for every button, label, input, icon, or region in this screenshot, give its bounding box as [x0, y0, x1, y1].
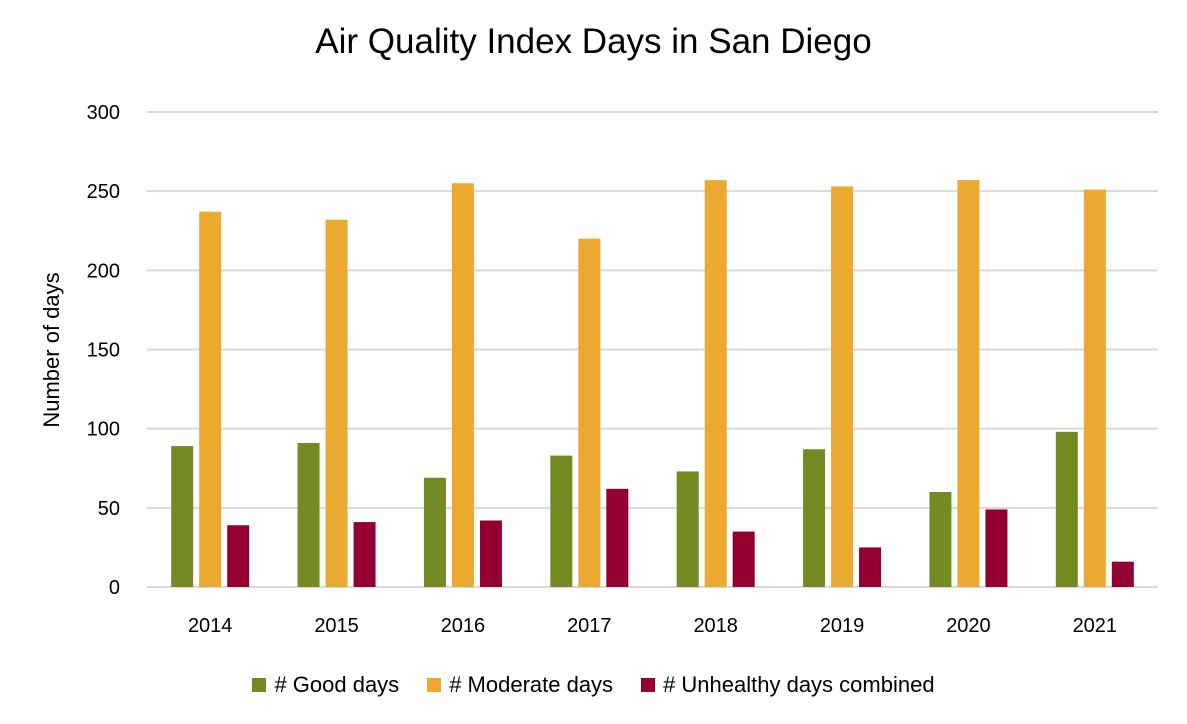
bar-2019-2 — [859, 547, 882, 587]
bar-2021-1 — [1083, 189, 1106, 588]
bar-2018-1 — [704, 180, 727, 588]
x-tick-label: 2018 — [693, 615, 738, 637]
bar-2015-1 — [325, 219, 348, 587]
legend-swatch — [252, 678, 267, 692]
legend-swatch — [641, 678, 656, 692]
bar-2021-0 — [1055, 431, 1078, 587]
y-tick-label: 150 — [87, 340, 120, 362]
bar-2017-0 — [550, 455, 573, 587]
legend: # Good days # Moderate days # Unhealthy da… — [0, 672, 1187, 698]
bar-2018-2 — [732, 531, 755, 587]
y-tick-label: 200 — [87, 260, 120, 282]
x-tick-label: 2016 — [441, 615, 486, 637]
y-tick-label: 100 — [87, 419, 120, 441]
bar-2016-2 — [479, 520, 502, 587]
bar-2015-2 — [353, 522, 376, 587]
bar-2014-0 — [171, 446, 194, 587]
x-tick-label: 2015 — [314, 615, 359, 637]
bar-2017-2 — [606, 488, 629, 587]
bar-2018-0 — [676, 471, 699, 587]
legend-label: # Good days — [274, 672, 400, 697]
legend-item: # Moderate days — [427, 672, 613, 698]
bar-2019-0 — [803, 449, 826, 587]
legend-swatch — [427, 678, 442, 692]
x-tick-label: 2020 — [946, 615, 991, 637]
x-tick-label: 2017 — [567, 615, 612, 637]
bar-2020-0 — [929, 492, 952, 587]
bar-2021-2 — [1111, 561, 1134, 587]
x-tick-label: 2021 — [1073, 615, 1118, 637]
bar-2015-0 — [297, 442, 320, 587]
bar-2017-1 — [578, 238, 601, 587]
y-tick-label: 0 — [109, 577, 120, 599]
legend-item: # Unhealthy days combined — [641, 672, 935, 698]
bar-2020-1 — [957, 180, 980, 588]
x-tick-label: 2014 — [188, 615, 233, 637]
bar-2014-1 — [199, 211, 222, 587]
y-tick-label: 50 — [98, 498, 120, 520]
x-tick-label: 2019 — [820, 615, 865, 637]
bar-2016-0 — [423, 477, 446, 587]
bar-2019-1 — [831, 186, 854, 587]
y-tick-label: 300 — [87, 102, 120, 124]
bar-2020-2 — [985, 509, 1008, 587]
chart-title: Air Quality Index Days in San Diego — [315, 22, 872, 61]
bar-2016-1 — [451, 183, 474, 587]
bar-2014-2 — [227, 525, 250, 587]
legend-item: # Good days — [252, 672, 399, 698]
y-tick-label: 250 — [87, 181, 120, 203]
legend-label: # Unhealthy days combined — [663, 672, 935, 697]
legend-label: # Moderate days — [449, 672, 614, 697]
